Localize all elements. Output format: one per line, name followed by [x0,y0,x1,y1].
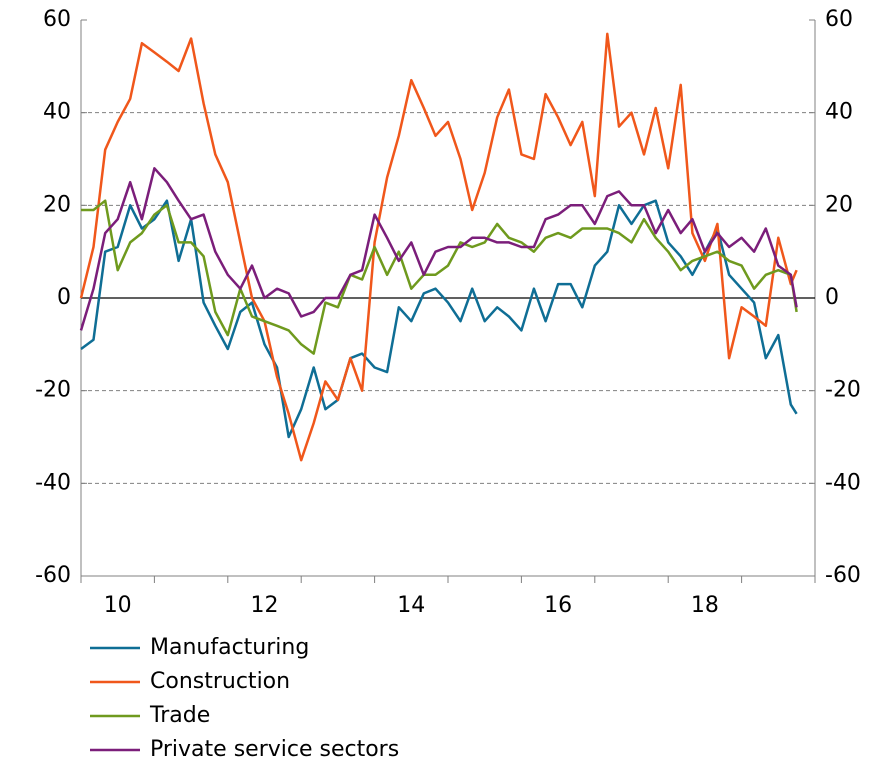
legend-label: Manufacturing [150,635,309,660]
y-tick-label: -40 [35,470,71,495]
x-tick-label: 16 [544,593,572,618]
series-line [80,199,798,439]
legend-label: Private service sectors [150,737,399,762]
y2-tick-label: -40 [825,470,861,495]
series-line [79,32,798,462]
y2-tick-label: 0 [825,285,839,310]
y-tick-label: -20 [35,378,71,403]
legend-label: Construction [150,669,290,694]
y2-tick-label: 40 [825,100,853,125]
x-tick-label: 10 [104,593,132,618]
y2-tick-label: 60 [825,7,853,32]
x-tick-label: 14 [397,593,425,618]
y-tick-label: 20 [43,192,71,217]
x-tick-label: 12 [251,593,279,618]
series-line [79,167,798,331]
y2-tick-label: -20 [825,378,861,403]
y-tick-label: 0 [57,285,71,310]
y-tick-label: 40 [43,100,71,125]
y2-tick-label: 20 [825,192,853,217]
y-tick-label: -60 [35,563,71,588]
x-tick-label: 18 [691,593,719,618]
y-tick-label: 60 [43,7,71,32]
legend-label: Trade [149,703,210,728]
y2-tick-label: -60 [825,563,861,588]
series-line [81,199,798,355]
